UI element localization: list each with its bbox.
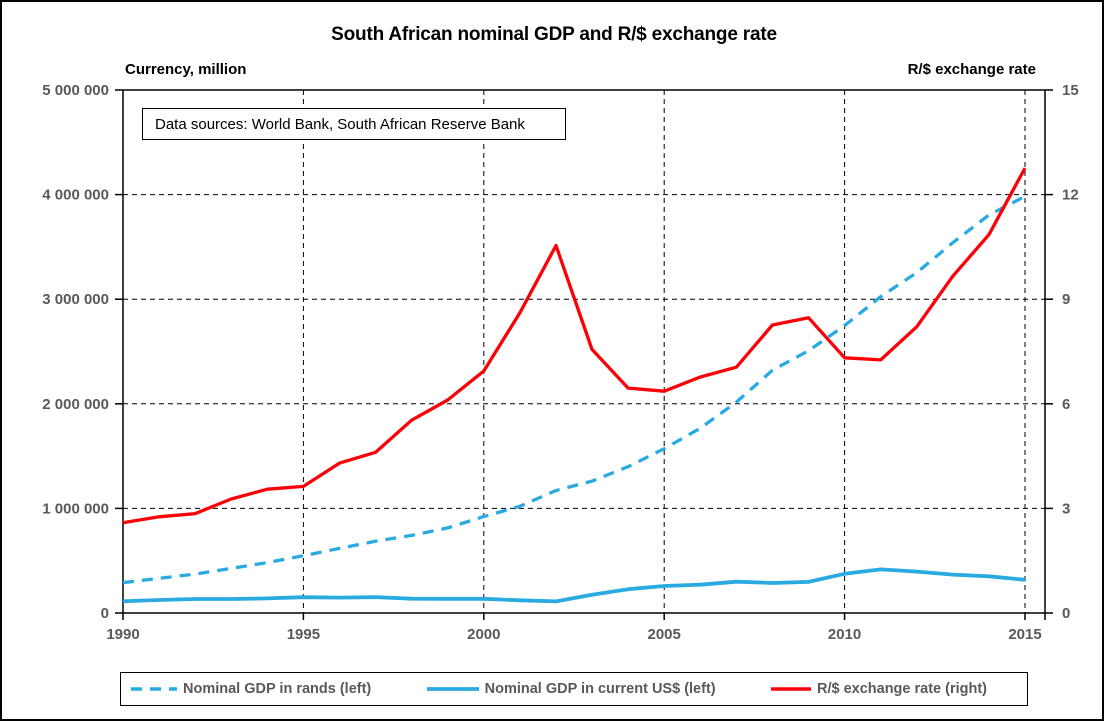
legend-entry-exchange-rate: R/$ exchange rate (right) bbox=[770, 681, 987, 697]
left-tick-label-3000000: 3 000 000 bbox=[42, 291, 109, 308]
right-tick-label-6: 6 bbox=[1062, 396, 1070, 413]
dashed-line-sample bbox=[131, 687, 177, 691]
x-tick-label-2010: 2010 bbox=[828, 626, 861, 643]
right-tick-label-15: 15 bbox=[1062, 82, 1079, 99]
legend-entry-rands: Nominal GDP in rands (left) bbox=[131, 681, 371, 697]
x-tick-label-2005: 2005 bbox=[648, 626, 681, 643]
x-tick-label-2015: 2015 bbox=[1008, 626, 1041, 643]
legend-label-usd: Nominal GDP in current US$ (left) bbox=[484, 681, 716, 697]
legend: Nominal GDP in rands (left) Nominal GDP … bbox=[120, 672, 1028, 706]
data-sources-note: Data sources: World Bank, South African … bbox=[142, 108, 566, 140]
chart-title: South African nominal GDP and R/$ exchan… bbox=[331, 24, 777, 45]
left-tick-label-0: 0 bbox=[101, 605, 109, 622]
x-tick-label-1990: 1990 bbox=[106, 626, 139, 643]
left-tick-label-4000000: 4 000 000 bbox=[42, 187, 109, 204]
right-tick-label-12: 12 bbox=[1062, 187, 1079, 204]
legend-entry-usd: Nominal GDP in current US$ (left) bbox=[426, 681, 716, 697]
plot-border bbox=[122, 89, 1046, 614]
red-line-sample bbox=[770, 687, 811, 691]
series-line-0-gdp-rands bbox=[122, 194, 1026, 585]
right-tick-label-3: 3 bbox=[1062, 500, 1070, 517]
left-tick-label-5000000: 5 000 000 bbox=[42, 82, 109, 99]
right-tick-label-0: 0 bbox=[1062, 605, 1070, 622]
data-sources-text: Data sources: World Bank, South African … bbox=[155, 115, 525, 133]
left-tick-label-2000000: 2 000 000 bbox=[42, 396, 109, 413]
right-tick-label-9: 9 bbox=[1062, 291, 1070, 308]
series-line-1-gdp-usd bbox=[122, 567, 1026, 604]
x-tick-label-1995: 1995 bbox=[287, 626, 320, 643]
left-axis-title: Currency, million bbox=[125, 61, 247, 78]
legend-label-rands: Nominal GDP in rands (left) bbox=[183, 681, 372, 697]
solid-blue-line-sample bbox=[426, 687, 479, 691]
right-axis-title: R/$ exchange rate bbox=[907, 61, 1036, 78]
x-tick-label-2000: 2000 bbox=[467, 626, 500, 643]
series-line-2-exchange-rate bbox=[122, 167, 1027, 525]
left-tick-label-1000000: 1 000 000 bbox=[42, 500, 109, 517]
legend-label-exchange-rate: R/$ exchange rate (right) bbox=[816, 681, 987, 697]
